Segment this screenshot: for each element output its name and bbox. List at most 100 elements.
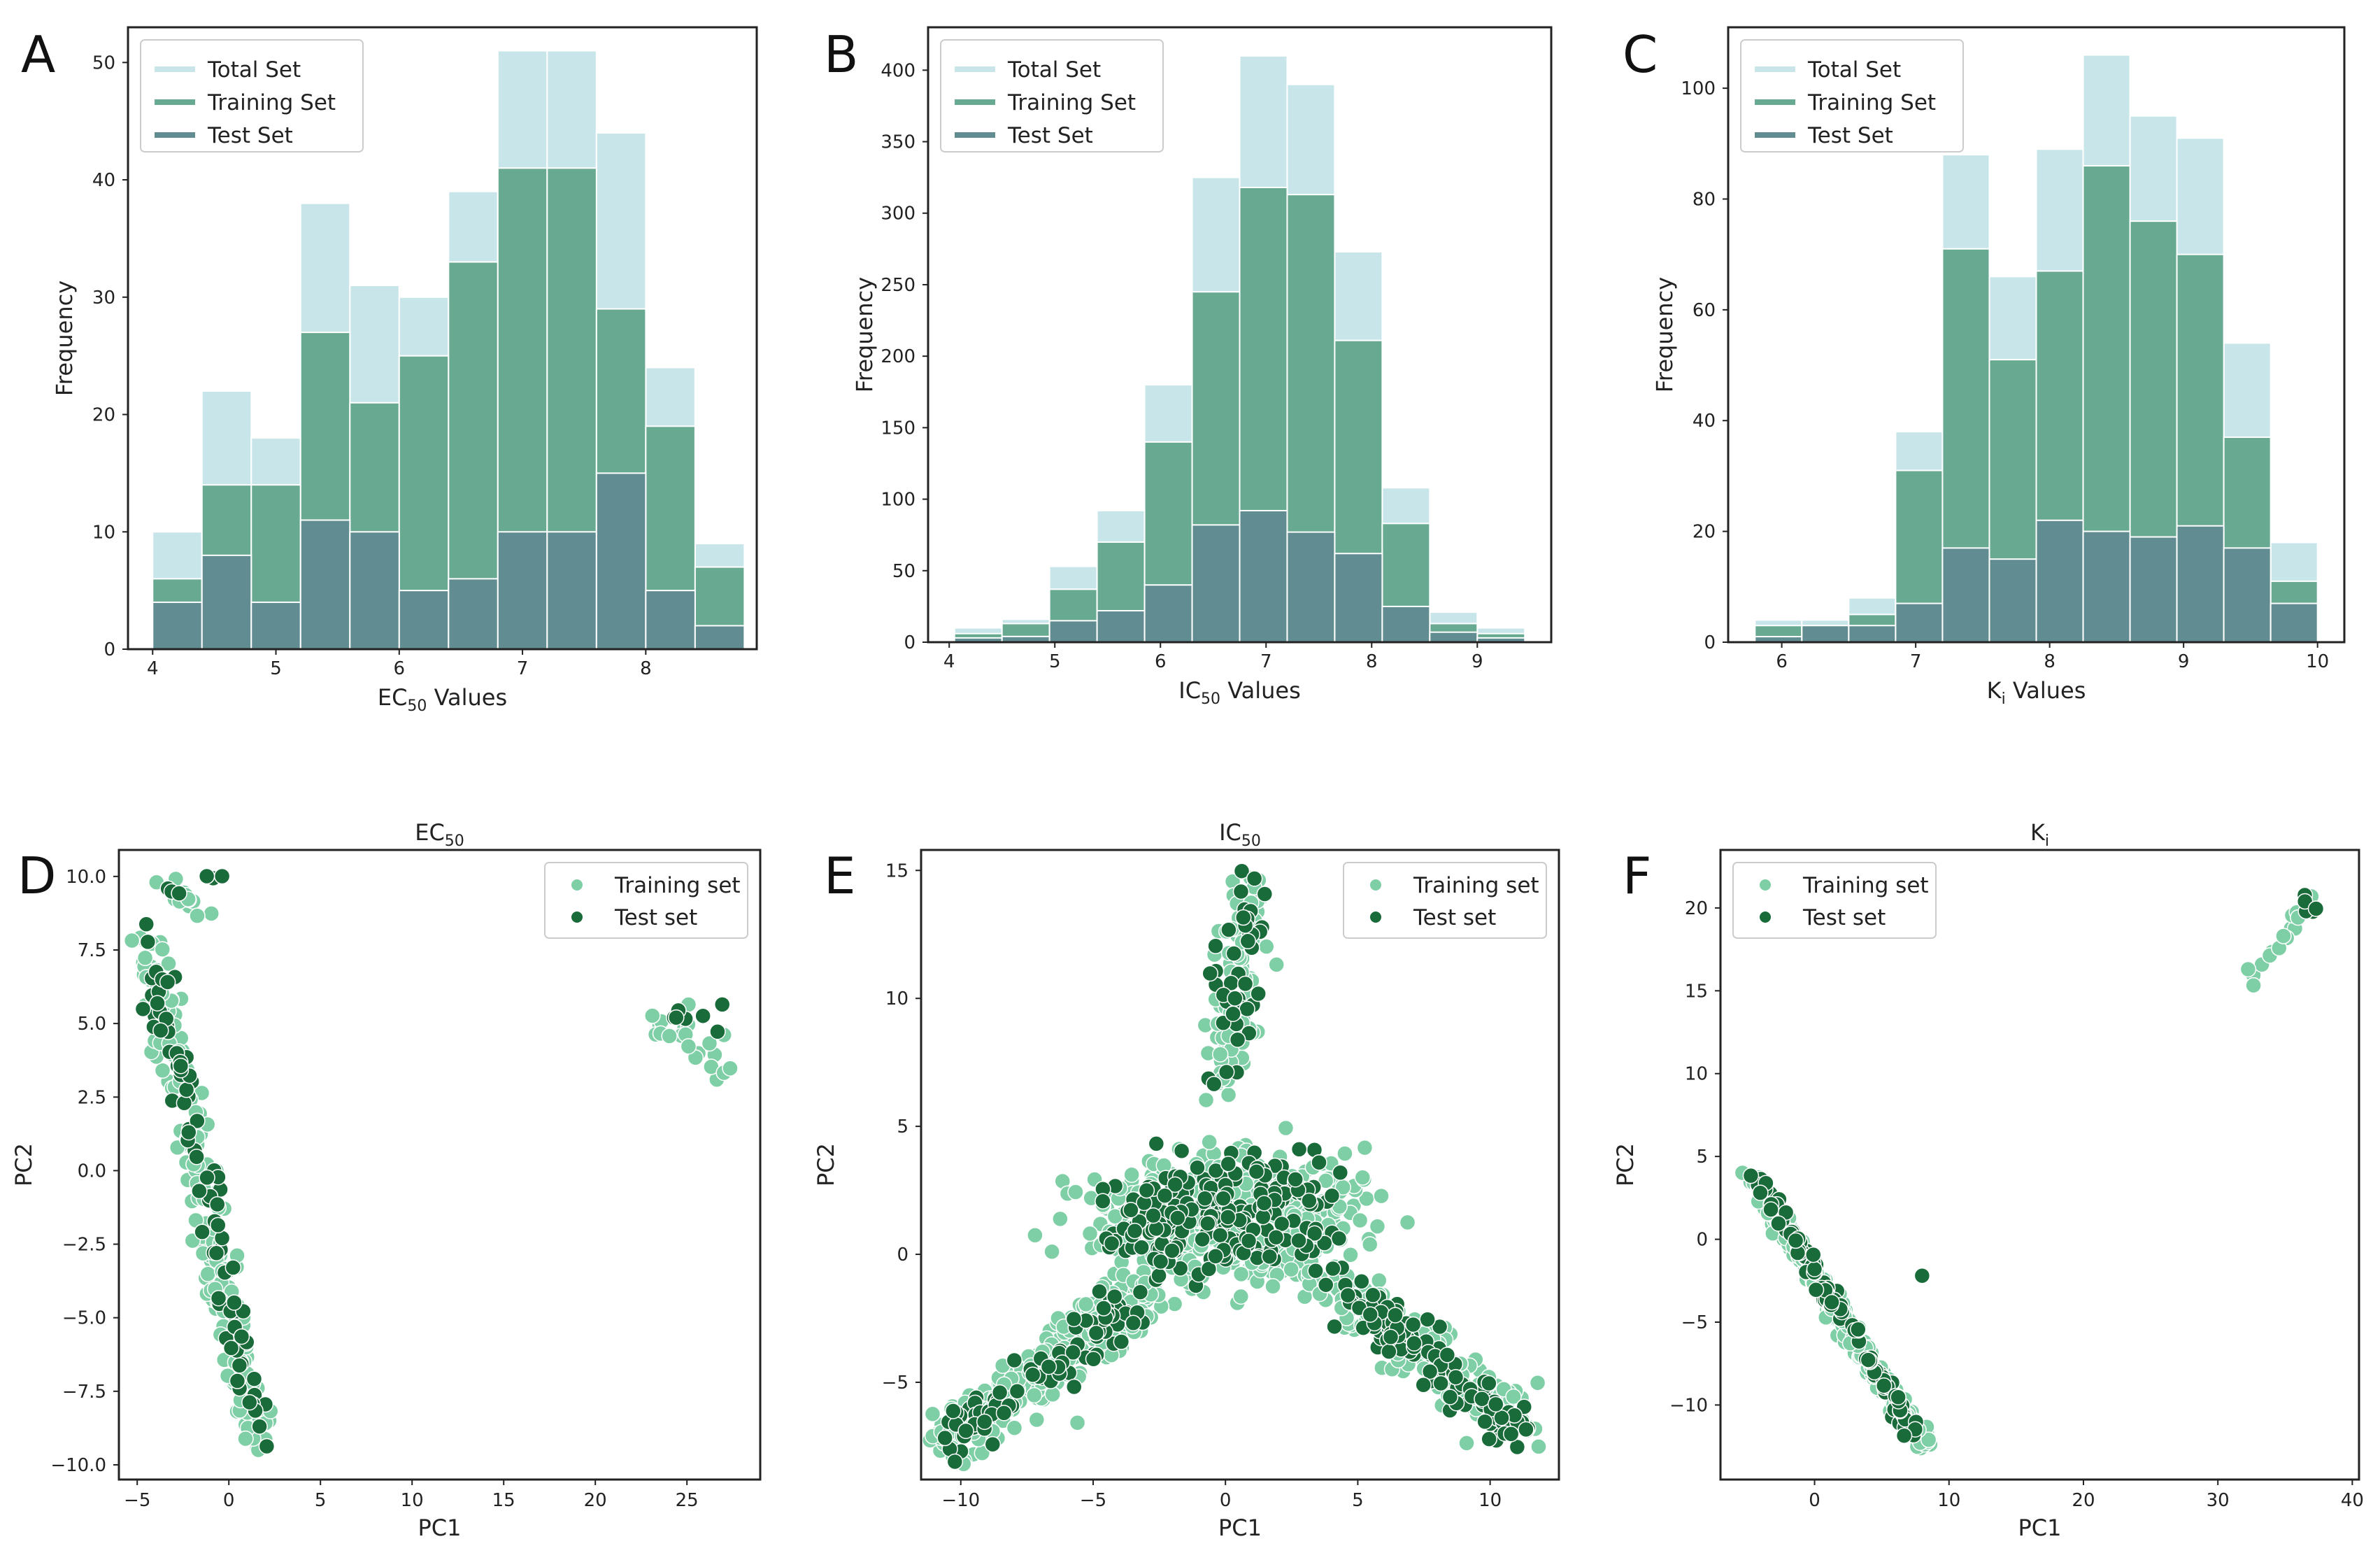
legend-box <box>940 39 1164 153</box>
x-tick-label: 8 <box>2044 651 2055 672</box>
legend-label-test: Test set <box>614 905 697 930</box>
test-point <box>1267 1228 1285 1246</box>
test-point <box>1133 1239 1150 1256</box>
test-point <box>946 1453 964 1470</box>
test-point <box>709 1023 726 1040</box>
x-axis-label-sub: 50 <box>407 697 427 715</box>
series-training-set <box>1754 164 2318 644</box>
chart-title: IC50 <box>1219 819 1261 850</box>
y-tick-label: 350 <box>881 132 915 153</box>
test-point <box>180 1123 197 1141</box>
axes-frame <box>927 26 1553 644</box>
training-point <box>1211 1046 1229 1063</box>
test-point <box>1215 1190 1232 1207</box>
legend-label-training: Training set <box>1413 873 1539 898</box>
test-point <box>1770 1215 1787 1232</box>
test-point <box>1125 1314 1142 1331</box>
test-point <box>213 867 231 885</box>
test-point <box>1123 1201 1139 1219</box>
y-tick-label: 5 <box>1696 1147 1708 1168</box>
x-tick-label: 6 <box>1776 651 1788 672</box>
x-tick-label: 0 <box>1220 1490 1232 1511</box>
x-tick-label: 5 <box>315 1490 327 1511</box>
legend-label-test: Test set <box>1413 905 1496 930</box>
x-tick-label: 30 <box>2207 1490 2230 1511</box>
axes-frame <box>1719 849 2360 1481</box>
chart-title-main: K <box>2030 819 2046 846</box>
test-point <box>1387 1307 1404 1324</box>
x-tick-label: 15 <box>492 1490 515 1511</box>
test-point <box>1382 1328 1399 1345</box>
bar-test-10 <box>2223 547 2272 643</box>
legend-label-test: Test Set <box>207 123 293 148</box>
y-axis-label: Frequency <box>851 277 878 392</box>
x-tick-label: 9 <box>2178 651 2190 672</box>
legend: Total Set Training Set Test Set <box>140 39 364 153</box>
y-axis-label: PC2 <box>10 1143 37 1186</box>
test-point <box>222 1340 240 1356</box>
test-point <box>991 1384 1009 1401</box>
test-point <box>1065 1310 1083 1328</box>
training-point <box>1354 1169 1371 1186</box>
training-point <box>1505 1388 1522 1405</box>
test-point <box>1225 1005 1241 1022</box>
training-point <box>1027 1227 1043 1244</box>
legend-label-test: Test Set <box>1007 123 1093 148</box>
y-tick-label: −2.5 <box>62 1235 106 1256</box>
training-point <box>1351 1212 1369 1229</box>
test-point <box>245 1370 263 1387</box>
axes-frame <box>1727 26 2346 644</box>
test-point <box>1488 1396 1504 1413</box>
bar-test-11 <box>694 625 746 650</box>
test-point <box>1850 1321 1867 1338</box>
training-point <box>1370 1272 1388 1289</box>
test-point <box>1364 1286 1381 1304</box>
y-tick-label: 15 <box>1685 981 1708 1002</box>
test-point <box>1248 1163 1265 1180</box>
test-point <box>1261 1248 1278 1265</box>
bar-test-9 <box>595 472 647 651</box>
bar-test-1 <box>1801 625 1850 643</box>
legend-box <box>544 862 748 939</box>
y-tick-label: 80 <box>1693 189 1716 210</box>
bar-test-8 <box>546 531 597 651</box>
test-point <box>1419 1311 1436 1328</box>
y-tick-label: 10.0 <box>66 867 106 888</box>
test-point <box>188 1149 205 1165</box>
test-point <box>1290 1232 1307 1249</box>
test-point <box>208 1244 225 1262</box>
legend: Total Set Training Set Test Set <box>1740 39 1964 153</box>
test-point <box>1404 1316 1422 1333</box>
test-point <box>694 1007 711 1024</box>
training-point <box>203 905 220 922</box>
y-axis-label: PC2 <box>813 1143 839 1186</box>
bar-test-6 <box>1239 509 1288 643</box>
x-tick-label: 10 <box>1478 1490 1502 1511</box>
x-tick-label: 7 <box>1260 651 1272 672</box>
y-tick-label: 200 <box>881 346 915 367</box>
bar-test-8 <box>1334 553 1383 643</box>
test-point <box>1206 1075 1223 1093</box>
y-tick-label: 50 <box>92 52 115 73</box>
test-point <box>1132 1284 1149 1300</box>
legend: Training set Test set <box>544 862 748 939</box>
training-point <box>1369 1218 1386 1235</box>
test-point <box>139 933 157 951</box>
test-point <box>1518 1421 1534 1438</box>
test-point <box>1169 1210 1186 1226</box>
x-axis-label: EC50 Values <box>378 684 507 715</box>
scatter-points <box>1734 886 2325 1456</box>
legend-marker-training <box>571 879 583 891</box>
test-point <box>1197 1190 1213 1207</box>
test-point <box>1126 1222 1143 1240</box>
y-tick-label: −5 <box>1681 1312 1708 1333</box>
training-point <box>1123 1166 1140 1183</box>
x-tick-label: 4 <box>147 658 159 679</box>
test-point <box>1088 1324 1105 1342</box>
legend: Training set Test set <box>1732 862 1937 939</box>
x-tick-label: 8 <box>1366 651 1378 672</box>
test-point <box>1152 1253 1169 1270</box>
legend-marker-test <box>571 912 583 923</box>
